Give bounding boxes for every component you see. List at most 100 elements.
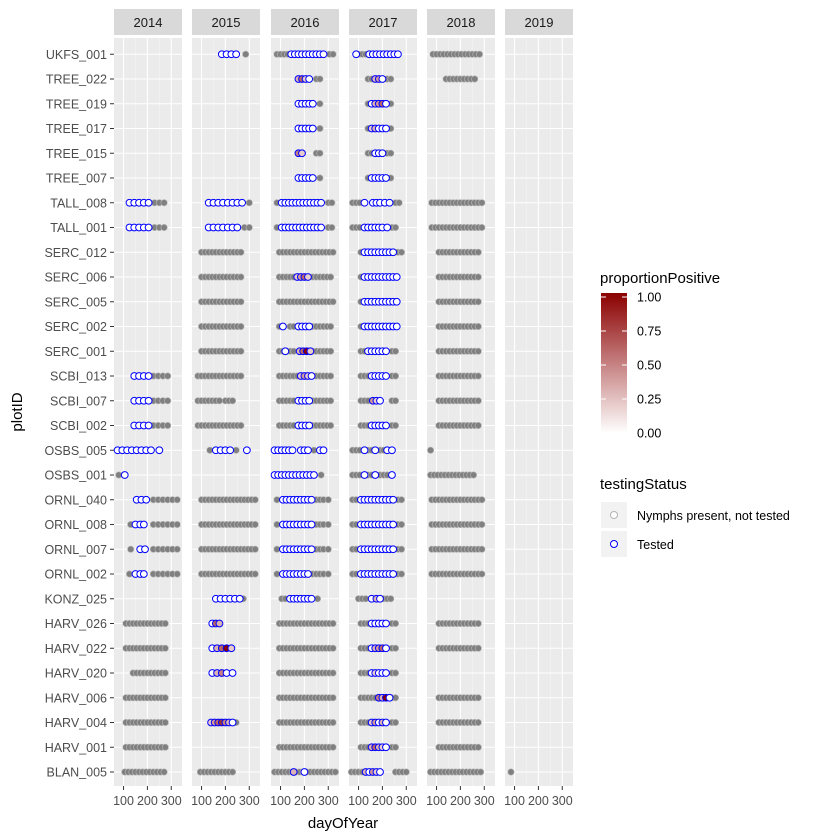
x-tick-label: 300 (474, 794, 495, 808)
tested-point (392, 297, 401, 306)
x-tick-label: 100 (426, 794, 447, 808)
untested-point (327, 347, 335, 355)
untested-point (471, 75, 479, 83)
tested-point (394, 50, 402, 59)
facet-panel-2018 (427, 38, 495, 786)
untested-point (478, 496, 486, 504)
tested-point (392, 273, 401, 281)
untested-point (161, 694, 169, 702)
y-tick-label: KONZ_025 (44, 592, 107, 606)
tested-point (360, 198, 369, 207)
tested-point (382, 99, 390, 108)
untested-point (327, 273, 335, 281)
untested-point (160, 224, 168, 232)
untested-point (402, 768, 410, 776)
facet-panel-2014 (113, 38, 182, 786)
tested-point (144, 372, 153, 380)
untested-point (245, 199, 253, 207)
untested-point (474, 322, 482, 330)
untested-point (316, 149, 324, 157)
x-tick-label: 100 (270, 794, 291, 808)
tested-point (376, 594, 384, 603)
x-tick-label: 300 (161, 794, 182, 808)
tested-point (376, 396, 384, 405)
tested-point (215, 619, 224, 628)
y-tick-label: HARV_004 (45, 716, 107, 730)
untested-point (173, 545, 181, 553)
y-tick-label: HARV_020 (45, 667, 107, 681)
tested-point (382, 421, 390, 430)
tested-point (360, 446, 369, 455)
tested-point (305, 322, 314, 331)
untested-point (329, 718, 337, 726)
untested-point (387, 149, 395, 157)
untested-point (478, 199, 486, 207)
untested-point (474, 619, 482, 627)
untested-point (237, 322, 245, 330)
x-tick-label: 100 (113, 794, 134, 808)
tested-point (389, 545, 398, 554)
facet-strip-label: 2019 (525, 15, 554, 30)
y-axis-tick-labels: BLAN_005 HARV_001 HARV_004 HARV_006 HARV_020… (44, 48, 114, 780)
x-tick-label: 300 (318, 794, 339, 808)
tested-point (385, 693, 394, 702)
strip-background (271, 9, 339, 35)
panel-background (114, 38, 182, 786)
untested-point (161, 669, 169, 677)
untested-point (245, 224, 253, 232)
untested-point (392, 718, 400, 726)
untested-point (251, 520, 259, 528)
tested-point (307, 495, 316, 504)
untested-point (329, 694, 337, 702)
strip-background (505, 9, 573, 35)
tested-point (382, 347, 390, 356)
facet-strip-2019: 2019 (505, 9, 573, 35)
tested-point (228, 718, 237, 727)
y-tick-label: SERC_001 (44, 345, 107, 359)
untested-point (474, 273, 482, 281)
facet-panels (113, 38, 573, 786)
y-tick-label: OSBS_001 (44, 469, 107, 483)
untested-point (324, 496, 332, 504)
tested-point (226, 446, 235, 455)
facet-strip-label: 2016 (291, 15, 320, 30)
untested-point (392, 669, 400, 677)
untested-point (392, 421, 400, 429)
data-points-2014 (113, 198, 181, 776)
untested-point (329, 644, 337, 652)
facet-strip-label: 2014 (134, 15, 163, 30)
legend: proportionPositive 1.000.750.500.250.00 … (600, 270, 790, 557)
untested-point (215, 397, 223, 405)
tested-point (139, 520, 148, 529)
tested-point (304, 446, 312, 455)
untested-point (164, 421, 172, 429)
tested-point (228, 669, 237, 677)
untested-point (242, 50, 250, 58)
facet-strip-2016: 2016 (271, 9, 339, 35)
x-tick-label: 300 (239, 794, 260, 808)
untested-point (392, 347, 400, 355)
untested-point (237, 298, 245, 306)
y-tick-label: TALL_001 (50, 221, 107, 235)
fill-legend-title: proportionPositive (600, 270, 720, 287)
x-tick-label: 200 (294, 794, 315, 808)
untested-point (507, 768, 515, 776)
facet-panel-2019 (505, 38, 573, 786)
untested-point (316, 174, 324, 182)
tested-point (310, 471, 318, 479)
untested-point (329, 248, 337, 256)
tested-point (306, 347, 315, 356)
untested-point (427, 446, 435, 454)
tested-point (300, 768, 309, 776)
untested-point (329, 50, 337, 58)
untested-point (229, 768, 237, 776)
y-tick-label: SCBI_007 (50, 394, 107, 408)
tested-point (317, 198, 326, 207)
tested-point (289, 768, 298, 776)
fill-legend-tick-label: 1.00 (637, 291, 661, 305)
fill-legend-tick-label: 0.50 (637, 359, 661, 373)
legend-label-untested: Nymphs present, not tested (637, 509, 790, 523)
y-tick-label: SERC_006 (44, 271, 107, 285)
tested-point (392, 322, 401, 331)
